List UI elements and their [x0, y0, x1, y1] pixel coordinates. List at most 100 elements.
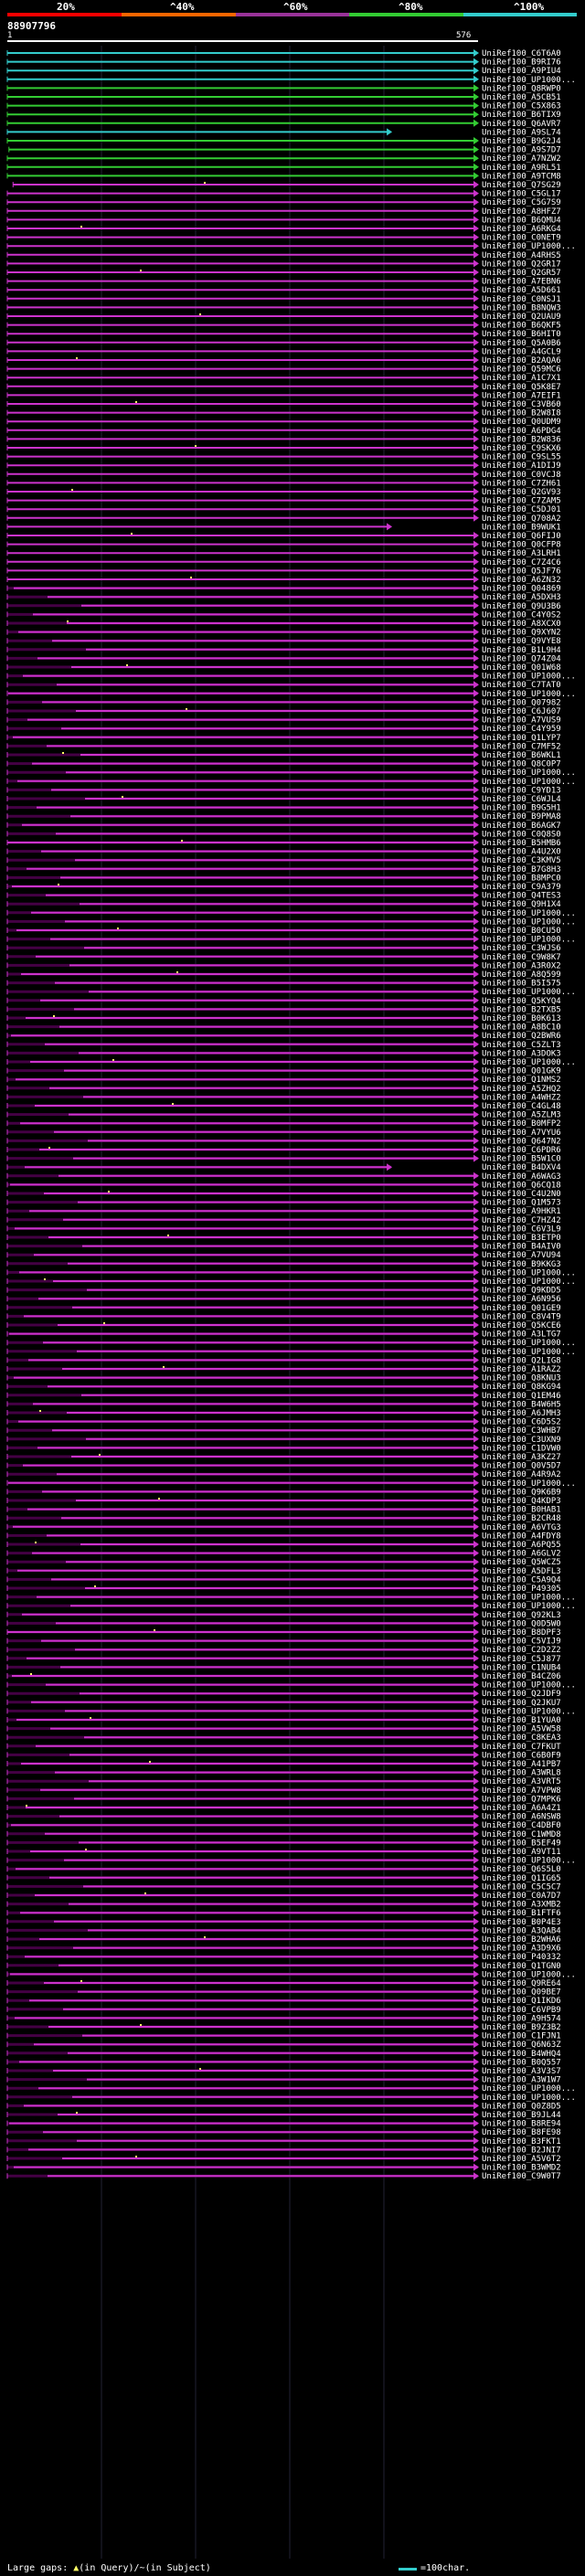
- hit-row[interactable]: UniRef100_Q5WCZ5: [6, 1558, 561, 1567]
- hit-row[interactable]: UniRef100_UP1000...: [6, 689, 576, 699]
- hit-label[interactable]: UniRef100_A6N956: [482, 1295, 561, 1304]
- hit-row[interactable]: UniRef100_UP1000...: [6, 988, 576, 997]
- hit-row[interactable]: UniRef100_A8BC10: [6, 1023, 561, 1033]
- hit-row[interactable]: UniRef100_Q2LIG8: [6, 1356, 561, 1365]
- hit-row[interactable]: UniRef100_C6PDR6: [6, 1146, 561, 1155]
- hit-label[interactable]: UniRef100_C3UXN9: [482, 1436, 561, 1445]
- hit-label[interactable]: UniRef100_Q6AVR7: [482, 120, 561, 129]
- hit-label[interactable]: UniRef100_Q07982: [482, 698, 561, 707]
- hit-row[interactable]: UniRef100_Q7SG29: [12, 181, 561, 190]
- hit-label[interactable]: UniRef100_Q7SG29: [482, 181, 561, 190]
- hit-label[interactable]: UniRef100_A7VPW8: [482, 1786, 561, 1796]
- hit-label[interactable]: UniRef100_B0P4E3: [482, 1918, 561, 1927]
- hit-row[interactable]: UniRef100_B4DXV4: [6, 1163, 561, 1172]
- hit-row[interactable]: UniRef100_Q6CQ18: [6, 1181, 561, 1190]
- hit-label[interactable]: UniRef100_A9TCM8: [482, 172, 561, 181]
- hit-label[interactable]: UniRef100_UP1000...: [482, 1348, 576, 1357]
- hit-label[interactable]: UniRef100_A4U2X0: [482, 848, 561, 857]
- hit-row[interactable]: UniRef100_Q1IG65: [6, 1873, 561, 1883]
- hit-label[interactable]: UniRef100_Q6N63Z: [482, 2041, 561, 2050]
- hit-label[interactable]: UniRef100_UP1000...: [482, 1970, 576, 1979]
- hit-row[interactable]: UniRef100_B1YUA0: [6, 1716, 561, 1725]
- hit-label[interactable]: UniRef100_C9YD13: [482, 786, 561, 795]
- hit-label[interactable]: UniRef100_B6QKF5: [482, 322, 561, 331]
- hit-label[interactable]: UniRef100_C0NSJ1: [482, 295, 561, 304]
- hit-label[interactable]: UniRef100_Q708A2: [482, 514, 561, 524]
- hit-label[interactable]: UniRef100_UP1000...: [482, 76, 576, 85]
- hit-row[interactable]: UniRef100_Q0CFP8: [6, 540, 561, 550]
- hit-label[interactable]: UniRef100_A6WAG3: [482, 1172, 561, 1182]
- hit-row[interactable]: UniRef100_C6V3L9: [6, 1224, 561, 1234]
- hit-row[interactable]: UniRef100_A6PQ55: [6, 1541, 561, 1550]
- hit-row[interactable]: UniRef100_C6WJL4: [6, 795, 561, 804]
- hit-label[interactable]: UniRef100_C0NET9: [482, 234, 561, 243]
- hit-label[interactable]: UniRef100_B9G5H1: [482, 804, 561, 813]
- hit-label[interactable]: UniRef100_A8XCX0: [482, 620, 561, 629]
- hit-label[interactable]: UniRef100_C1WMD8: [482, 1830, 561, 1839]
- hit-row[interactable]: UniRef100_B2JNI7: [6, 2146, 561, 2155]
- hit-row[interactable]: UniRef100_B9PMA8: [6, 812, 561, 822]
- hit-row[interactable]: UniRef100_B8RE94: [6, 2119, 561, 2129]
- hit-label[interactable]: UniRef100_UP1000...: [482, 1479, 576, 1489]
- hit-row[interactable]: UniRef100_C1FJN1: [6, 2031, 561, 2041]
- hit-row[interactable]: UniRef100_C7MF52: [6, 742, 561, 751]
- hit-row[interactable]: UniRef100_Q92KL3: [6, 1610, 561, 1620]
- hit-row[interactable]: UniRef100_UP1000...: [6, 1602, 576, 1611]
- hit-label[interactable]: UniRef100_B9G2J4: [482, 137, 561, 146]
- hit-row[interactable]: UniRef100_B6WKL1: [6, 751, 561, 760]
- hit-row[interactable]: UniRef100_B2W836: [6, 435, 561, 444]
- hit-label[interactable]: UniRef100_A3WRL8: [482, 1769, 561, 1778]
- hit-label[interactable]: UniRef100_B4WHQ4: [482, 2050, 561, 2059]
- hit-row[interactable]: UniRef100_B2CR48: [6, 1514, 561, 1523]
- hit-row[interactable]: UniRef100_C2D2Z2: [6, 1646, 561, 1655]
- hit-row[interactable]: UniRef100_C3WJS6: [6, 944, 561, 953]
- hit-row[interactable]: UniRef100_C8V4T9: [6, 1312, 561, 1321]
- hit-row[interactable]: UniRef100_A8Q599: [6, 970, 561, 980]
- hit-row[interactable]: UniRef100_A9TCM8: [6, 172, 561, 181]
- hit-row[interactable]: UniRef100_UP1000...: [6, 1856, 576, 1866]
- hit-row[interactable]: UniRef100_Q0V5D7: [6, 1461, 561, 1471]
- hit-row[interactable]: UniRef100_A8HFZ7: [6, 207, 561, 217]
- hit-row[interactable]: UniRef100_B5EF49: [6, 1839, 561, 1848]
- hit-row[interactable]: UniRef100_Q01GE9: [6, 1303, 561, 1313]
- hit-row[interactable]: UniRef100_A3LRH1: [6, 549, 561, 558]
- hit-label[interactable]: UniRef100_Q5KYQ4: [482, 997, 561, 1006]
- hit-label[interactable]: UniRef100_C5DJ01: [482, 505, 561, 514]
- hit-label[interactable]: UniRef100_Q2GR57: [482, 269, 561, 278]
- hit-label[interactable]: UniRef100_C5VIJ9: [482, 1638, 561, 1647]
- hit-row[interactable]: UniRef100_Q5KCE6: [6, 1321, 561, 1330]
- hit-label[interactable]: UniRef100_Q6S5L0: [482, 1865, 561, 1874]
- hit-label[interactable]: UniRef100_A8BC10: [482, 1023, 561, 1033]
- hit-label[interactable]: UniRef100_A1DIJ9: [482, 461, 561, 471]
- hit-row[interactable]: UniRef100_Q5KYQ4: [6, 996, 561, 1006]
- hit-row[interactable]: UniRef100_Q9U3B6: [6, 601, 561, 611]
- hit-label[interactable]: UniRef100_Q1EM46: [482, 1392, 561, 1401]
- hit-label[interactable]: UniRef100_B9KKG3: [482, 1260, 561, 1269]
- hit-label[interactable]: UniRef100_B9WUK1: [482, 523, 561, 532]
- hit-row[interactable]: UniRef100_Q708A2: [6, 514, 561, 524]
- hit-label[interactable]: UniRef100_B0MFP2: [482, 1119, 561, 1129]
- hit-label[interactable]: UniRef100_Q6FIJ0: [482, 532, 561, 541]
- hit-label[interactable]: UniRef100_UP1000...: [482, 1594, 576, 1603]
- hit-row[interactable]: UniRef100_UP1000...: [6, 908, 576, 918]
- hit-label[interactable]: UniRef100_C1FJN1: [482, 2032, 561, 2041]
- hit-row[interactable]: UniRef100_B8FE98: [6, 2128, 561, 2137]
- hit-row[interactable]: UniRef100_A7VPW8: [6, 1786, 561, 1796]
- hit-label[interactable]: UniRef100_Q1IG65: [482, 1874, 561, 1883]
- hit-row[interactable]: UniRef100_Q04869: [6, 584, 561, 594]
- hit-label[interactable]: UniRef100_B6TIX9: [482, 111, 561, 120]
- hit-row[interactable]: UniRef100_Q9VYE8: [6, 637, 561, 646]
- hit-label[interactable]: UniRef100_C6WJL4: [482, 795, 561, 804]
- hit-label[interactable]: UniRef100_Q9K6B9: [482, 1488, 561, 1497]
- hit-label[interactable]: UniRef100_UP1000...: [482, 1707, 576, 1716]
- hit-label[interactable]: UniRef100_C2D2Z2: [482, 1646, 561, 1655]
- hit-row[interactable]: UniRef100_B6TIX9: [6, 111, 561, 120]
- hit-label[interactable]: UniRef100_Q8C0P7: [482, 760, 561, 769]
- hit-row[interactable]: UniRef100_Q6S5L0: [6, 1865, 561, 1874]
- hit-label[interactable]: UniRef100_UP1000...: [482, 242, 576, 251]
- hit-row[interactable]: UniRef100_A5DXH3: [6, 593, 561, 602]
- hit-row[interactable]: UniRef100_B8MPC0: [6, 874, 561, 883]
- hit-row[interactable]: UniRef100_C9SKX6: [6, 444, 561, 453]
- hit-row[interactable]: UniRef100_A6GLV2: [6, 1549, 561, 1559]
- hit-label[interactable]: UniRef100_B9Z3B2: [482, 2023, 561, 2032]
